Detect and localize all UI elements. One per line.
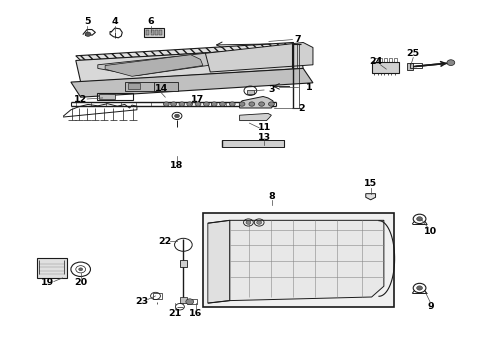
Bar [246, 90, 254, 94]
Bar [409, 63, 421, 68]
Polygon shape [239, 96, 273, 108]
Polygon shape [207, 220, 229, 303]
Text: 16: 16 [188, 309, 202, 318]
Text: 25: 25 [406, 49, 419, 58]
Text: 14: 14 [154, 84, 168, 93]
Bar [186, 299, 196, 304]
Text: 3: 3 [267, 85, 274, 94]
Circle shape [203, 102, 209, 106]
Text: 4: 4 [111, 17, 118, 26]
Circle shape [248, 102, 254, 106]
Bar [203, 213, 393, 307]
Polygon shape [76, 48, 303, 82]
Text: 22: 22 [158, 237, 172, 246]
Text: 7: 7 [293, 35, 300, 44]
Text: 1: 1 [305, 83, 312, 91]
Bar [378, 58, 382, 62]
Text: 20: 20 [74, 278, 87, 287]
Text: 24: 24 [368, 57, 382, 66]
Bar [144, 28, 163, 37]
Bar [124, 82, 156, 91]
Bar [99, 94, 115, 99]
Polygon shape [105, 55, 203, 76]
Bar [154, 82, 178, 91]
Text: 23: 23 [135, 297, 148, 306]
Text: 9: 9 [426, 302, 433, 311]
Bar [371, 62, 398, 73]
Bar [388, 58, 391, 62]
Circle shape [416, 217, 422, 221]
Circle shape [174, 114, 179, 118]
Text: 8: 8 [268, 192, 275, 201]
Circle shape [446, 60, 454, 66]
Circle shape [219, 102, 225, 106]
Circle shape [85, 32, 91, 36]
Circle shape [268, 102, 274, 106]
Circle shape [170, 102, 176, 106]
Circle shape [195, 102, 201, 106]
Polygon shape [205, 42, 312, 72]
Circle shape [163, 102, 169, 106]
Text: 6: 6 [147, 17, 154, 26]
Text: 21: 21 [168, 309, 182, 318]
Text: 15: 15 [364, 179, 376, 188]
Bar [159, 30, 162, 35]
Bar [393, 58, 396, 62]
Circle shape [79, 268, 82, 271]
Circle shape [185, 299, 193, 305]
Circle shape [256, 221, 261, 224]
Text: 17: 17 [191, 94, 204, 104]
Text: 10: 10 [423, 227, 436, 236]
Polygon shape [239, 113, 271, 121]
Circle shape [229, 102, 235, 106]
Bar [97, 93, 133, 100]
Text: 2: 2 [298, 104, 305, 112]
Text: 19: 19 [41, 278, 55, 287]
Bar [222, 140, 283, 147]
Bar [152, 293, 162, 299]
Polygon shape [71, 68, 312, 97]
Bar [146, 30, 149, 35]
Text: 12: 12 [74, 94, 87, 104]
Bar [155, 30, 158, 35]
Polygon shape [180, 260, 186, 267]
Circle shape [211, 102, 217, 106]
Circle shape [245, 221, 250, 224]
Text: 11: 11 [257, 123, 270, 132]
Bar [383, 58, 386, 62]
Polygon shape [98, 53, 217, 76]
Bar [373, 58, 377, 62]
Bar [128, 83, 140, 89]
Circle shape [186, 102, 192, 106]
Circle shape [239, 102, 244, 106]
Text: 5: 5 [83, 17, 90, 26]
Text: 18: 18 [170, 161, 183, 170]
Circle shape [258, 102, 264, 106]
Bar [180, 297, 187, 303]
Text: 13: 13 [257, 133, 270, 142]
Circle shape [416, 286, 422, 290]
Bar [406, 63, 412, 70]
Bar [150, 30, 153, 35]
Circle shape [179, 102, 184, 106]
Polygon shape [365, 194, 375, 200]
Polygon shape [229, 220, 383, 301]
Bar [37, 258, 67, 278]
Polygon shape [76, 42, 295, 60]
